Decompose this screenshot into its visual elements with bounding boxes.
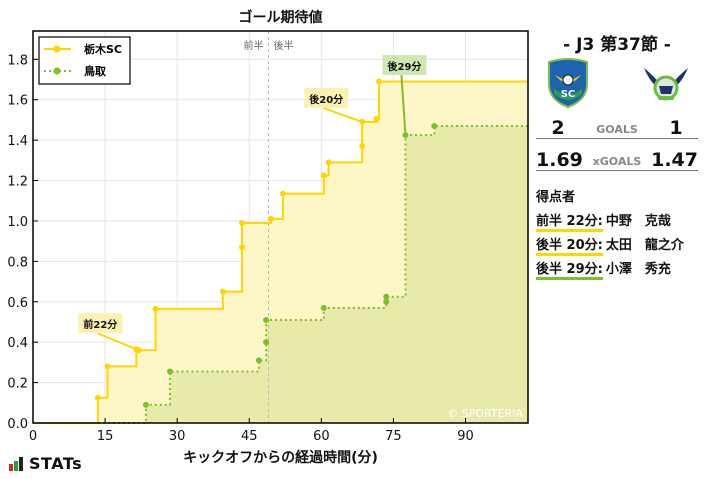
home-xg: 1.69 <box>536 149 583 171</box>
first-half-label: 前半 <box>243 39 263 52</box>
matchday-title: - J3 第37節 - <box>563 35 671 55</box>
xgoals-row: 1.69 xGOALS 1.47 <box>536 147 698 171</box>
svg-text:1.6: 1.6 <box>7 94 28 109</box>
series-lines <box>33 78 528 424</box>
svg-text:1.8: 1.8 <box>7 53 28 68</box>
goals-row: 2 GOALS 1 <box>536 116 698 139</box>
home-goals: 2 <box>551 117 565 139</box>
svg-text:0.8: 0.8 <box>7 255 28 270</box>
away-xg: 1.47 <box>651 149 698 171</box>
xgoals-label: xGOALS <box>592 155 642 168</box>
goals-label: GOALS <box>596 123 638 136</box>
watermark: © SPORTERIA <box>447 407 523 420</box>
scorer-item: 後半 20分: 太田 龍之介 <box>536 234 684 256</box>
svg-text:45: 45 <box>241 429 258 444</box>
axis-ticks: 0 15 30 45 60 75 90 0.0 0.2 0.4 0.6 0.8 1.0 1.2 1.4 1.6… <box>7 53 473 444</box>
svg-text:1.2: 1.2 <box>7 175 28 190</box>
chart-title: ゴール期待値 <box>238 10 323 26</box>
svg-text:1.4: 1.4 <box>7 134 28 149</box>
svg-text:0: 0 <box>29 429 37 444</box>
scorer-item: 前半 22分: 中野 克哉 <box>536 210 671 232</box>
logo-text: STATs <box>29 454 83 473</box>
svg-text:1.0: 1.0 <box>7 215 28 230</box>
scorer-time: 後半 20分: <box>536 238 603 256</box>
gainare-tottori-crest-icon <box>644 68 688 101</box>
svg-text:後20分: 後20分 <box>309 93 343 106</box>
scorer-name: 中野 克哉 <box>605 214 671 229</box>
legend-marker-away <box>53 67 61 75</box>
svg-text:0.0: 0.0 <box>7 417 28 432</box>
scorer-time: 前半 22分: <box>536 214 603 232</box>
tochigi-sc-crest-icon: SC <box>548 58 588 108</box>
svg-text:90: 90 <box>457 429 474 444</box>
svg-text:30: 30 <box>169 429 186 444</box>
bar-chart-icon <box>9 457 23 471</box>
second-half-label: 後半 <box>273 39 293 52</box>
scorers-title: 得点者 <box>536 190 576 205</box>
legend-label-home: 栃木SC <box>84 42 122 56</box>
legend-marker-home <box>53 45 61 53</box>
scorer-name: 太田 龍之介 <box>605 238 684 253</box>
legend-label-away: 鳥取 <box>84 64 106 78</box>
scorer-item: 後半 29分: 小澤 秀充 <box>536 258 671 280</box>
svg-text:0.6: 0.6 <box>7 296 28 311</box>
scorer-name: 小澤 秀充 <box>605 262 671 277</box>
x-axis-label: キックオフからの経過時間(分) <box>183 450 378 466</box>
area-fills <box>33 81 528 424</box>
away-goals: 1 <box>669 117 683 139</box>
plot-frame <box>32 30 529 424</box>
legend: 栃木SC 鳥取 <box>38 36 131 85</box>
svg-text:60: 60 <box>313 429 330 444</box>
svg-text:0.2: 0.2 <box>7 377 28 392</box>
stats-logo: STATs <box>9 454 83 473</box>
svg-text:15: 15 <box>97 429 114 444</box>
scorer-time: 後半 29分: <box>536 262 603 280</box>
svg-text:75: 75 <box>385 429 402 444</box>
svg-text:SC: SC <box>561 89 576 100</box>
svg-text:後29分: 後29分 <box>387 60 421 73</box>
svg-text:0.4: 0.4 <box>7 336 28 351</box>
svg-text:前22分: 前22分 <box>83 318 117 331</box>
goal-annotations: 前22分 後20分 後29分 <box>78 55 427 351</box>
